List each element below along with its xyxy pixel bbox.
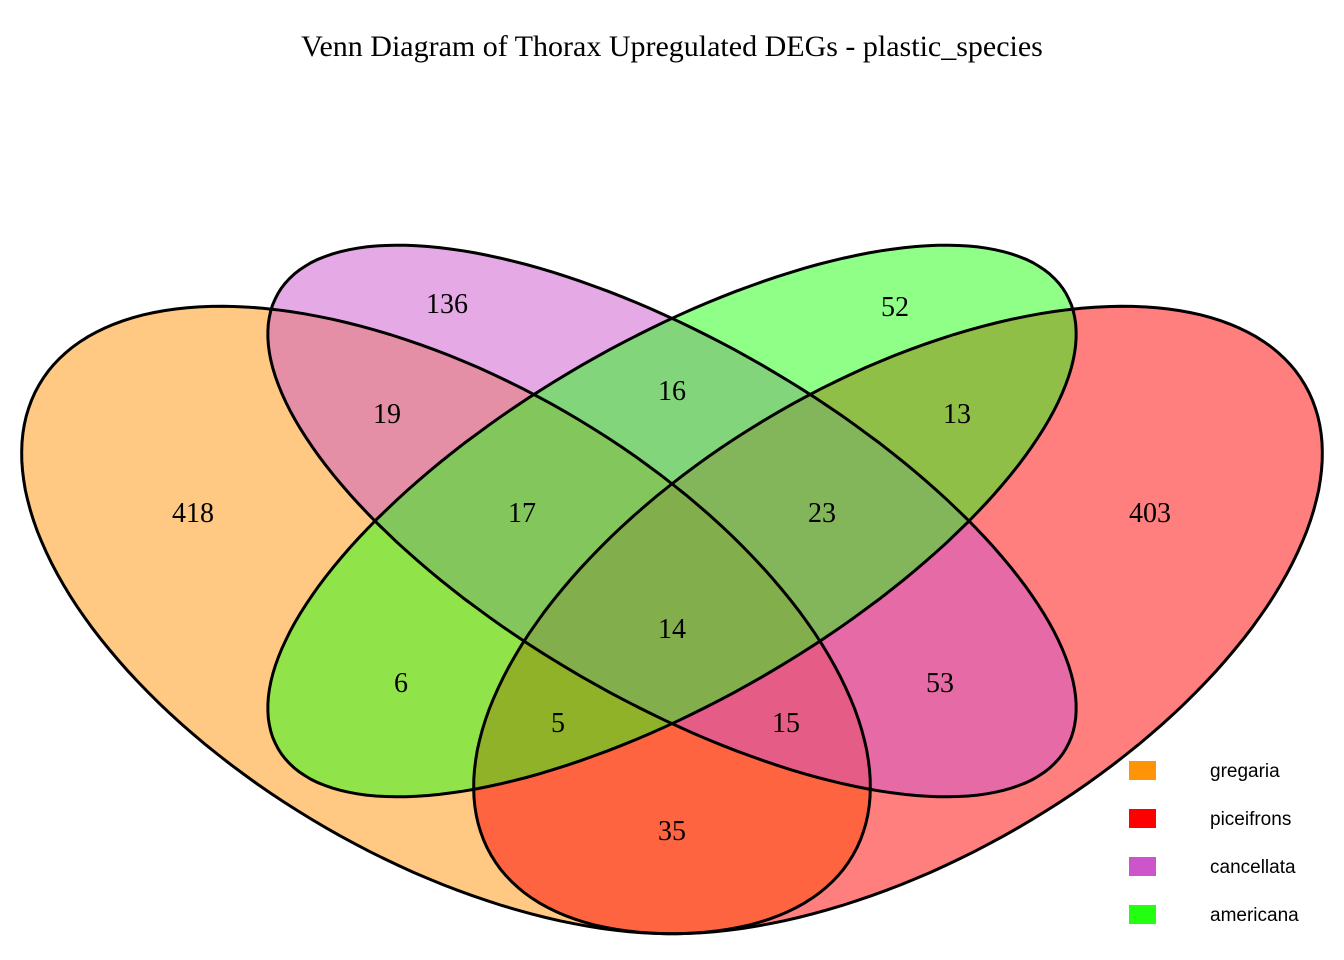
legend: gregaria piceifrons cancellata americana [1129,761,1299,926]
set-outline-gregaria [20,304,872,936]
region-count-cp: 53 [926,668,954,699]
legend-swatch-piceifrons [1129,809,1156,828]
region-count-gc: 19 [373,399,401,430]
set-outline-americana [266,243,1078,799]
legend-swatch-americana [1129,905,1156,924]
region-count-a: 52 [881,292,909,323]
region-count-ap: 13 [943,399,971,430]
region-count-p: 403 [1129,498,1171,529]
region-count-c: 136 [426,289,468,320]
region-count-ga: 6 [394,668,408,699]
region-count-cap: 23 [808,498,836,529]
legend-swatch-gregaria [1129,761,1156,780]
region-count-gp: 35 [658,816,686,847]
set-ellipse-americana [267,245,1077,797]
region-count-gcap: 14 [658,614,686,645]
region-count-gca: 17 [508,498,536,529]
legend-label-americana: americana [1210,905,1299,926]
region-count-gap: 5 [551,708,565,739]
legend-label-gregaria: gregaria [1210,761,1280,782]
region-count-g: 418 [172,498,214,529]
legend-swatch-cancellata [1129,857,1156,876]
legend-label-piceifrons: piceifrons [1210,809,1291,830]
diagram-title: Venn Diagram of Thorax Upregulated DEGs … [301,30,1043,63]
region-count-ca: 16 [658,376,686,407]
legend-label-cancellata: cancellata [1210,857,1296,878]
region-count-gcp: 15 [772,708,800,739]
set-outline-piceifrons [472,304,1324,936]
set-outline-cancellata [266,243,1078,799]
